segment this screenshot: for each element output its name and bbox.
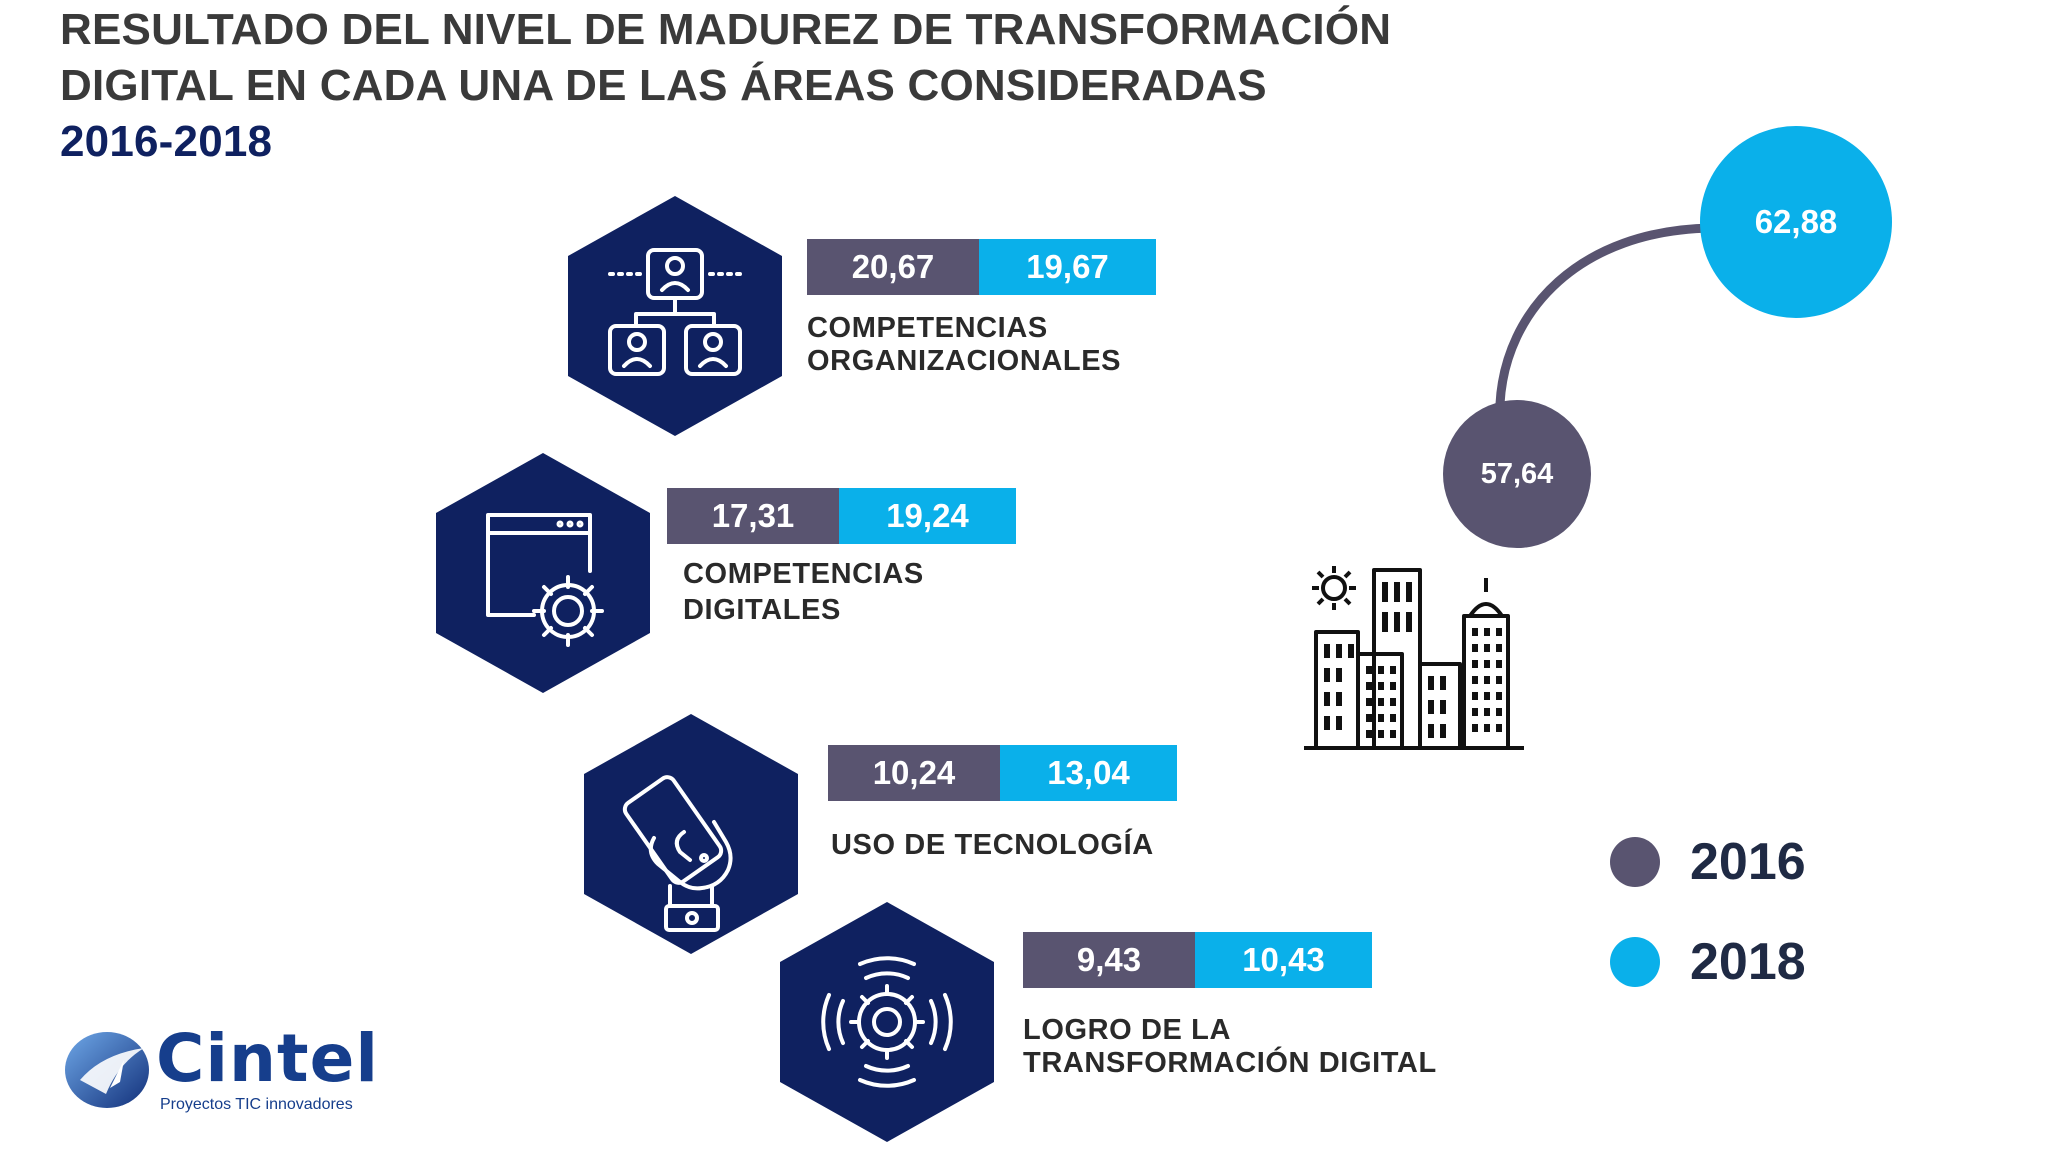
label-line-1: COMPETENCIAS [683,558,924,590]
label-line-2: DIGITALES [683,594,841,626]
total-2016-bubble: 57,64 [1443,400,1591,548]
cintel-logo-mark [65,1032,149,1108]
legend-swatch-2016 [1610,837,1660,887]
total-2018-bubble: 62,88 [1700,126,1892,318]
city-buildings-icon [1304,566,1524,750]
cintel-logo-word: Cintel [156,1020,379,1097]
legend-label-2018: 2018 [1690,933,1806,991]
hand-phone-icon [584,714,798,954]
label-line-1: LOGRO DE LA [1023,1014,1231,1046]
label-competencias-digitales: COMPETENCIAS DIGITALES [683,556,924,628]
bar-segment-2016: 9,43 [1023,932,1195,988]
label-line-1: USO DE TECNOLOGÍA [831,829,1154,861]
legend-label-2016: 2016 [1690,833,1806,891]
bar-segment-2016: 20,67 [807,239,979,295]
label-line-2: TRANSFORMACIÓN DIGITAL [1023,1047,1437,1079]
title-line-1: RESULTADO DEL NIVEL DE MADUREZ DE TRANSF… [60,5,1392,54]
cintel-logo: Cintel Proyectos TIC innovadores [62,1020,382,1124]
org-chart-icon [568,196,782,436]
bar-segment-2018: 10,43 [1195,932,1372,988]
bar-segment-2018: 13,04 [1000,745,1177,801]
browser-gear-icon [436,453,650,693]
page-title: RESULTADO DEL NIVEL DE MADUREZ DE TRANSF… [60,2,1391,170]
gear-waves-icon [780,902,994,1142]
bar-segment-2016: 10,24 [828,745,1000,801]
cintel-logo-tagline: Proyectos TIC innovadores [160,1096,353,1113]
bar-uso-de-tecnologia: 10,24 13,04 [828,745,1177,801]
hexagon-logro-transformacion-digital [780,902,994,1142]
bar-segment-2018: 19,24 [839,488,1016,544]
legend-item-2018: 2018 [1610,932,1806,992]
bar-logro-transformacion-digital: 9,43 10,43 [1023,932,1372,988]
label-competencias-organizacionales: COMPETENCIAS ORGANIZACIONALES [807,312,1121,378]
title-line-2: DIGITAL EN CADA UNA DE LAS ÁREAS CONSIDE… [60,61,1267,110]
bar-competencias-digitales: 17,31 19,24 [667,488,1016,544]
hexagon-competencias-digitales [436,453,650,693]
bar-segment-2018: 19,67 [979,239,1156,295]
label-line-2: ORGANIZACIONALES [807,345,1122,377]
hexagon-uso-de-tecnologia [584,714,798,954]
legend-item-2016: 2016 [1610,832,1806,892]
legend-swatch-2018 [1610,937,1660,987]
label-logro-transformacion-digital: LOGRO DE LA TRANSFORMACIÓN DIGITAL [1023,1014,1437,1080]
bar-competencias-organizacionales: 20,67 19,67 [807,239,1156,295]
label-uso-de-tecnologia: USO DE TECNOLOGÍA [831,829,1154,862]
title-years: 2016-2018 [60,117,273,166]
label-line-1: COMPETENCIAS [807,312,1048,344]
hexagon-competencias-organizacionales [568,196,782,436]
bar-segment-2016: 17,31 [667,488,839,544]
